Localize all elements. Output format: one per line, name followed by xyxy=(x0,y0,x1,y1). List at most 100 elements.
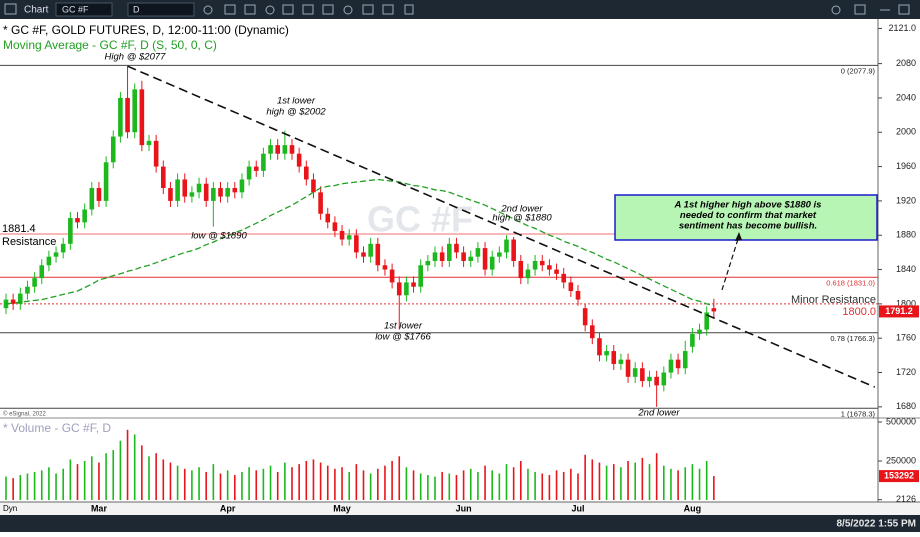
candle-body xyxy=(161,166,166,189)
volume-bar xyxy=(83,460,86,500)
watermark: GC #F xyxy=(367,199,473,240)
candle-body xyxy=(110,136,116,163)
candle-body xyxy=(411,282,416,287)
volume-bar xyxy=(462,470,465,500)
candle-body xyxy=(482,248,488,270)
candle-body xyxy=(647,376,652,382)
volume-bar xyxy=(119,440,122,500)
volume-bar xyxy=(541,473,544,500)
timestamp: 8/5/2022 1:55 PM xyxy=(837,519,917,530)
toolbar-icons[interactable] xyxy=(203,4,910,15)
last-price: 1791.2 xyxy=(885,306,913,316)
volume-bar xyxy=(298,464,300,500)
volume-bar xyxy=(641,457,644,500)
candle-body xyxy=(539,260,545,266)
x-tick-label: Jun xyxy=(456,503,472,513)
candle-body xyxy=(39,265,45,279)
candle-body xyxy=(339,230,345,240)
y-tick-label: 2121.0 xyxy=(888,23,916,33)
y-tick-label: 1720 xyxy=(896,367,916,377)
candle-body xyxy=(447,243,452,261)
fib-label: 0.78 (1766.3) xyxy=(830,334,875,343)
volume-bar xyxy=(491,470,493,500)
candle-body xyxy=(604,351,609,356)
candle-body xyxy=(68,218,73,244)
volume-bar xyxy=(262,468,265,500)
volume-bar xyxy=(105,453,107,500)
volume-bar xyxy=(48,467,50,500)
resistance-value: 1881.4 xyxy=(2,223,36,235)
volume-bar xyxy=(620,467,622,500)
candle-body xyxy=(597,338,602,356)
annotation: low @ $1890 xyxy=(191,231,247,242)
y-tick-label: 1680 xyxy=(896,401,916,411)
volume-bar xyxy=(391,460,393,500)
y-tick-label: 250000 xyxy=(886,455,916,465)
candle-body xyxy=(82,209,87,223)
candle-body xyxy=(454,243,459,253)
volume-bar xyxy=(698,468,701,500)
symbol-text: GC #F xyxy=(62,4,89,14)
mode-label: Dyn xyxy=(3,504,17,513)
volume-bar xyxy=(126,429,129,500)
candle-body xyxy=(346,235,352,240)
volume-title: * Volume - GC #F, D xyxy=(3,421,111,435)
candle-body xyxy=(289,145,295,154)
volume-bar xyxy=(627,460,629,500)
resistance-name: Minor Resistance xyxy=(791,294,876,306)
volume-bar xyxy=(705,460,708,500)
candle-body xyxy=(139,89,145,146)
candle-body xyxy=(189,192,195,197)
candle-body xyxy=(704,312,709,330)
volume-bar xyxy=(591,459,594,500)
volume-bar xyxy=(634,462,636,500)
candle-body xyxy=(232,188,238,193)
interval-input[interactable] xyxy=(127,2,195,17)
volume-bar xyxy=(155,453,157,500)
volume-bar xyxy=(434,476,436,500)
volume-bar xyxy=(148,456,150,500)
candle-body xyxy=(132,89,137,133)
time-axis xyxy=(0,502,920,515)
candle-body xyxy=(96,188,102,201)
y-tick-label: 2080 xyxy=(896,58,916,68)
y-tick-label: 2000 xyxy=(896,127,916,137)
candle-body xyxy=(325,213,331,223)
copyright: © eSignal, 2022 xyxy=(3,411,46,418)
trendline xyxy=(127,65,876,388)
x-tick-label: May xyxy=(333,503,351,513)
fib-label: 0 (2077.9) xyxy=(841,66,876,75)
y-tick-label: 1880 xyxy=(896,230,916,240)
candle-body xyxy=(711,308,717,312)
volume-bar xyxy=(691,464,694,500)
candle-body xyxy=(504,239,509,253)
volume-bar xyxy=(384,465,386,500)
volume-bar xyxy=(684,467,687,500)
candle-body xyxy=(497,252,502,257)
volume-bar xyxy=(5,476,7,500)
candle-body xyxy=(561,273,566,283)
note-text: sentiment has become bullish. xyxy=(679,221,817,232)
y-tick-label: 1760 xyxy=(896,333,916,343)
volume-bar xyxy=(520,460,522,500)
candle-body xyxy=(590,325,595,339)
volume-bar xyxy=(76,464,79,500)
x-tick-label: Jul xyxy=(571,503,584,513)
candle-body xyxy=(697,329,702,334)
note-text: A 1st higher high above $1880 is xyxy=(674,200,822,211)
candle-body xyxy=(525,269,531,279)
volume-bar xyxy=(605,465,608,500)
candle-body xyxy=(632,368,638,377)
candle-body xyxy=(239,179,245,193)
volume-bar xyxy=(212,464,215,500)
annotation: 1st lower xyxy=(384,321,423,332)
volume-bar xyxy=(527,468,529,500)
candle-body xyxy=(168,188,173,201)
volume-bar xyxy=(648,464,651,500)
annotation: High @ $2077 xyxy=(105,52,167,63)
symbol-input[interactable] xyxy=(55,2,113,17)
candle-body xyxy=(253,166,259,171)
volume-bar xyxy=(255,470,258,500)
volume-bar xyxy=(234,475,236,500)
